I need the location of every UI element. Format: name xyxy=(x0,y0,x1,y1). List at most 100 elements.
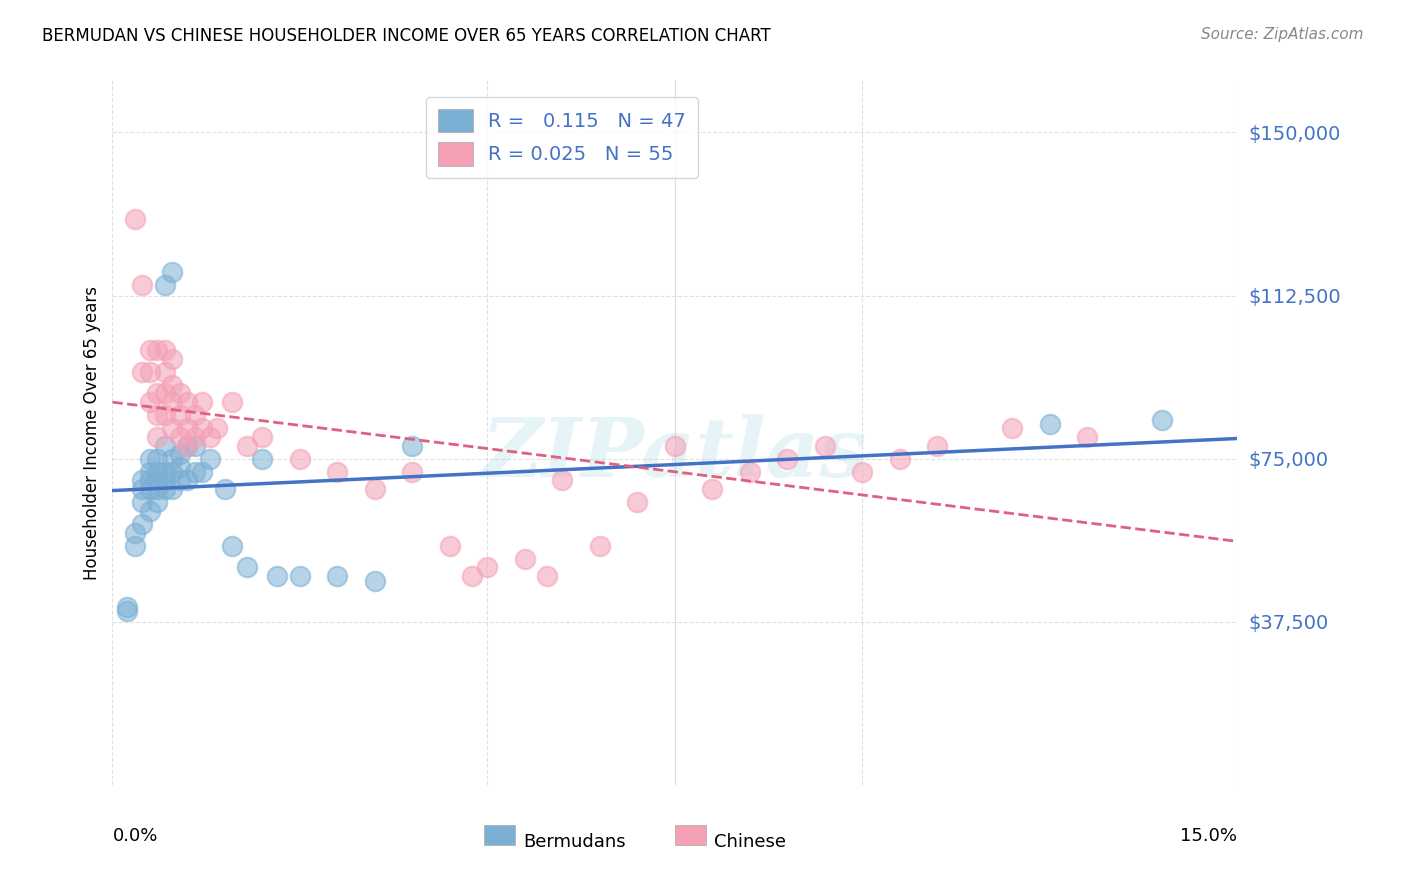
Point xyxy=(1001,421,1024,435)
Text: Chinese: Chinese xyxy=(714,833,786,851)
Point xyxy=(551,474,574,488)
Point xyxy=(664,439,686,453)
Point xyxy=(139,482,162,496)
Point xyxy=(131,516,153,531)
Point xyxy=(162,265,184,279)
Point xyxy=(889,451,911,466)
Point xyxy=(146,495,169,509)
Point xyxy=(252,430,274,444)
Point xyxy=(146,386,169,401)
Point xyxy=(153,482,176,496)
Point xyxy=(401,439,423,453)
Point xyxy=(139,343,162,357)
Point xyxy=(401,465,423,479)
Point xyxy=(236,439,259,453)
Point xyxy=(162,351,184,366)
Text: ZIPatlas: ZIPatlas xyxy=(482,414,868,494)
Point xyxy=(131,474,153,488)
Point xyxy=(169,430,191,444)
Bar xyxy=(675,825,706,845)
Point xyxy=(124,539,146,553)
Point xyxy=(513,551,536,566)
Point xyxy=(153,408,176,422)
Point xyxy=(176,421,198,435)
Point xyxy=(162,482,184,496)
Point xyxy=(191,395,214,409)
Point xyxy=(162,395,184,409)
Point xyxy=(1076,430,1098,444)
Text: Source: ZipAtlas.com: Source: ZipAtlas.com xyxy=(1201,27,1364,42)
Point xyxy=(139,365,162,379)
Point xyxy=(776,451,799,466)
Point xyxy=(176,439,198,453)
Point xyxy=(169,474,191,488)
Point xyxy=(288,451,311,466)
Point xyxy=(117,604,139,618)
Point xyxy=(236,560,259,574)
Bar xyxy=(484,825,515,845)
Point xyxy=(214,482,236,496)
Point xyxy=(326,569,349,583)
Point xyxy=(146,451,169,466)
Point xyxy=(326,465,349,479)
Point xyxy=(146,465,169,479)
Point xyxy=(184,408,207,422)
Point xyxy=(153,386,176,401)
Point xyxy=(153,474,176,488)
Point xyxy=(461,569,484,583)
Text: Bermudans: Bermudans xyxy=(523,833,626,851)
Point xyxy=(1039,417,1062,431)
Point xyxy=(169,460,191,475)
Point xyxy=(131,365,153,379)
Point xyxy=(702,482,724,496)
Point xyxy=(153,439,176,453)
Point xyxy=(124,525,146,540)
Point xyxy=(176,474,198,488)
Point xyxy=(589,539,612,553)
Point xyxy=(927,439,949,453)
Point xyxy=(153,343,176,357)
Point xyxy=(139,465,162,479)
Point xyxy=(439,539,461,553)
Point xyxy=(198,451,221,466)
Text: 0.0%: 0.0% xyxy=(112,827,157,846)
Point xyxy=(851,465,873,479)
Point xyxy=(146,408,169,422)
Point xyxy=(191,465,214,479)
Point xyxy=(169,447,191,461)
Text: BERMUDAN VS CHINESE HOUSEHOLDER INCOME OVER 65 YEARS CORRELATION CHART: BERMUDAN VS CHINESE HOUSEHOLDER INCOME O… xyxy=(42,27,770,45)
Point xyxy=(146,474,169,488)
Point xyxy=(184,465,207,479)
Point xyxy=(131,495,153,509)
Point xyxy=(117,599,139,614)
Point xyxy=(198,430,221,444)
Point xyxy=(146,343,169,357)
Point xyxy=(191,421,214,435)
Point xyxy=(153,277,176,292)
Point xyxy=(626,495,648,509)
Point xyxy=(536,569,558,583)
Point xyxy=(139,395,162,409)
Point xyxy=(146,482,169,496)
Point xyxy=(252,451,274,466)
Point xyxy=(169,408,191,422)
Point xyxy=(176,395,198,409)
Point xyxy=(162,377,184,392)
Point xyxy=(162,451,184,466)
Point xyxy=(153,365,176,379)
Point xyxy=(124,212,146,227)
Point xyxy=(221,395,243,409)
Point xyxy=(139,504,162,518)
Legend: R =   0.115   N = 47, R = 0.025   N = 55: R = 0.115 N = 47, R = 0.025 N = 55 xyxy=(426,97,697,178)
Point xyxy=(1152,412,1174,426)
Point xyxy=(153,465,176,479)
Point xyxy=(814,439,837,453)
Point xyxy=(738,465,761,479)
Point xyxy=(131,482,153,496)
Point xyxy=(169,386,191,401)
Point xyxy=(146,430,169,444)
Point xyxy=(139,451,162,466)
Point xyxy=(184,430,207,444)
Point xyxy=(288,569,311,583)
Point xyxy=(266,569,288,583)
